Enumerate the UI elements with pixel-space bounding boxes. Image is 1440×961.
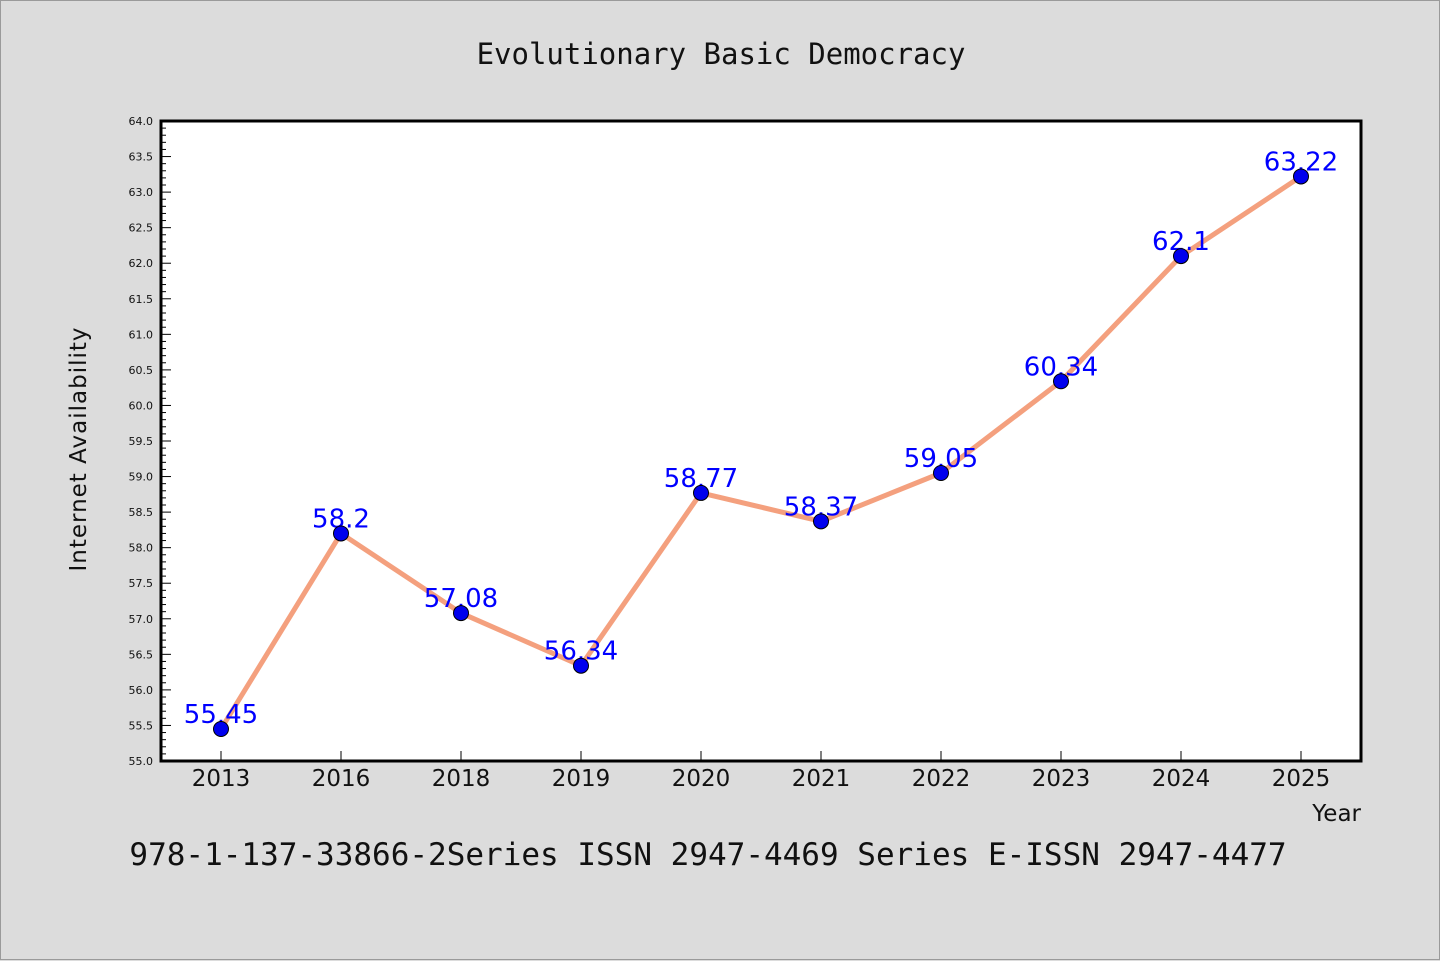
y-axis-title: Internet Availability [66,326,92,571]
plot-border [159,119,1363,763]
data-point [1173,248,1189,265]
data-point [933,465,949,481]
y-tick-label: 57.0 [129,613,154,626]
x-tick-label: 2025 [1272,766,1331,792]
x-tick-label: 2020 [672,766,731,792]
y-tick-label: 59.5 [129,435,154,448]
x-axis-title: Year [1311,801,1361,827]
y-tick-label: 60.0 [129,399,154,412]
x-tick-label: 2013 [192,766,251,792]
data-point [813,513,829,530]
data-labels: 55.4558.257.0856.3458.7758.3759.0560.346… [184,147,1338,730]
plot-area [161,121,1361,761]
data-point [693,484,709,501]
y-tick-label: 63.0 [129,186,154,199]
y-tick-label: 55.5 [129,719,154,732]
y-tick-label: 64.0 [129,115,154,128]
y-tick-label: 61.0 [129,328,154,341]
x-tick-label: 2022 [912,766,971,792]
data-point [573,657,589,674]
chart-title: Evolutionary Basic Democracy [477,37,966,71]
y-tick-label: 60.5 [129,364,154,377]
y-tick-label: 62.5 [129,222,154,235]
data-point [1053,373,1069,390]
x-tick-label: 2023 [1032,766,1091,792]
y-tick-label: 58.0 [129,542,154,555]
y-tick-label: 57.5 [129,577,154,590]
footer-text: 978-1-137-33866-2Series ISSN 2947-4469 S… [129,837,1286,873]
y-tick-label: 62.0 [129,257,154,270]
y-tick-labels: 55.0 55.5 56.0 56.5 57.0 57.5 58.0 58.5 59.0 59.5… [129,115,154,768]
y-tick-label: 63.5 [129,151,154,164]
x-tick-label: 2019 [552,766,611,792]
series-line [218,173,1304,732]
x-tick-label: 2021 [792,766,851,792]
y-tick-label: 58.5 [129,506,154,519]
y-tick-label: 55.0 [129,755,154,768]
y-tick-label: 56.5 [129,648,154,661]
data-markers [213,168,1309,737]
data-point [213,721,229,737]
x-tick-label: 2018 [432,766,491,792]
x-tick-labels: 2013 2016 2018 2019 2020 2021 2022 2023 2024 2025 [192,766,1331,792]
y-tick-label: 56.0 [129,684,154,697]
y-tick-label: 61.5 [129,293,154,306]
data-point [453,605,469,622]
y-tick-label: 59.0 [129,471,154,484]
x-tick-label: 2016 [312,766,371,792]
data-point [333,525,349,542]
data-point [1293,168,1309,185]
x-tick-label: 2024 [1152,766,1211,792]
